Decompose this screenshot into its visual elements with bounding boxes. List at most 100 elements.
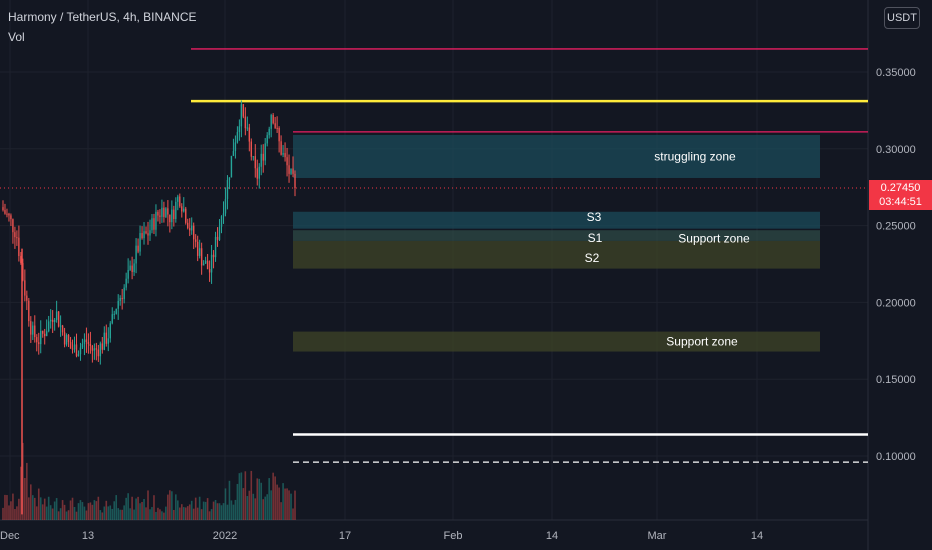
x-tick-label: 13 bbox=[82, 530, 94, 542]
candle-body bbox=[226, 179, 229, 200]
volume-bar bbox=[153, 495, 155, 520]
candle-body bbox=[260, 153, 262, 167]
annotation-label: S1 bbox=[588, 231, 603, 245]
volume-bar bbox=[272, 472, 274, 520]
volume-bar bbox=[101, 512, 104, 520]
volume-bar bbox=[16, 506, 18, 520]
volume-bar bbox=[230, 500, 233, 520]
volume-bar bbox=[51, 508, 54, 520]
volume-bar bbox=[73, 506, 76, 520]
candle-body bbox=[183, 208, 185, 212]
candle-body bbox=[119, 297, 121, 301]
volume-bar bbox=[47, 496, 50, 520]
candle-body bbox=[24, 280, 26, 296]
candle-body bbox=[105, 332, 107, 344]
candle-body bbox=[220, 216, 223, 227]
volume-bar bbox=[69, 500, 72, 520]
volume-bar bbox=[12, 493, 14, 520]
y-tick-label: 0.20000 bbox=[876, 297, 916, 309]
candle-body bbox=[274, 123, 276, 128]
x-tick-label: 17 bbox=[339, 530, 351, 542]
candle-body bbox=[167, 208, 169, 215]
candle-body bbox=[222, 213, 225, 217]
candle-body bbox=[75, 344, 78, 357]
candle-body bbox=[216, 236, 219, 240]
volume-bar bbox=[49, 505, 52, 520]
volume-bar bbox=[93, 500, 96, 520]
volume-bar bbox=[71, 497, 74, 520]
candle-body bbox=[127, 269, 129, 279]
zone-box bbox=[293, 134, 820, 178]
volume-bar bbox=[157, 507, 159, 520]
candle-body bbox=[95, 348, 98, 350]
volume-bar bbox=[81, 502, 84, 520]
candle-body bbox=[266, 135, 268, 144]
zone-label: struggling zone bbox=[654, 149, 736, 163]
candle-body bbox=[18, 237, 20, 257]
zone-box bbox=[293, 230, 820, 241]
bar-countdown: 03:44:51 bbox=[879, 196, 922, 208]
candle-body bbox=[230, 155, 233, 178]
volume-bar bbox=[111, 508, 114, 520]
volume-bar bbox=[31, 495, 34, 520]
volume-bar bbox=[182, 507, 185, 520]
volume-bar bbox=[33, 497, 36, 520]
volume-bar bbox=[55, 498, 58, 520]
candle-body bbox=[44, 333, 46, 337]
volume-bar bbox=[188, 504, 191, 520]
candle-body bbox=[228, 177, 231, 180]
volume-bar bbox=[107, 506, 110, 520]
volume-indicator-label[interactable]: Vol bbox=[8, 30, 25, 44]
candle-body bbox=[131, 265, 133, 272]
annotation-label: S2 bbox=[585, 251, 600, 265]
volume-bar bbox=[218, 503, 221, 520]
candle-body bbox=[288, 165, 290, 174]
annotation-label: S3 bbox=[587, 210, 602, 224]
volume-bar bbox=[167, 494, 169, 520]
candle-body bbox=[163, 207, 165, 217]
candle-body bbox=[32, 325, 34, 335]
candle-body bbox=[268, 128, 270, 136]
volume-bar bbox=[286, 488, 288, 520]
volume-bar bbox=[141, 501, 143, 520]
candle-body bbox=[85, 339, 88, 343]
candle-body bbox=[111, 314, 113, 324]
zone-box bbox=[293, 240, 820, 269]
volume-bar bbox=[232, 504, 235, 520]
volume-bar bbox=[26, 462, 28, 520]
candle-body bbox=[51, 319, 54, 322]
candle-body bbox=[91, 345, 94, 351]
volume-bar bbox=[163, 512, 165, 520]
volume-bar bbox=[135, 498, 137, 520]
volume-bar bbox=[91, 504, 94, 520]
volume-bar bbox=[228, 480, 231, 520]
candle-body bbox=[244, 116, 247, 129]
candle-body bbox=[254, 156, 256, 169]
volume-bar bbox=[169, 490, 171, 520]
volume-bar bbox=[87, 503, 90, 520]
candle-body bbox=[71, 348, 74, 350]
candle-body bbox=[252, 156, 254, 158]
currency-button[interactable]: USDT bbox=[884, 7, 920, 29]
volume-bar bbox=[35, 506, 38, 520]
volume-bar bbox=[85, 510, 88, 520]
candle-body bbox=[173, 209, 175, 219]
candle-body bbox=[185, 208, 187, 223]
candle-body bbox=[246, 127, 249, 129]
volume-bar bbox=[210, 509, 213, 520]
volume-bar bbox=[143, 499, 145, 520]
volume-bar bbox=[236, 483, 239, 520]
zone-box bbox=[293, 331, 820, 352]
candle-body bbox=[133, 263, 135, 272]
volume-bar bbox=[43, 498, 46, 520]
y-tick-label: 0.35000 bbox=[876, 67, 916, 79]
volume-bar bbox=[280, 502, 282, 520]
volume-bar bbox=[18, 498, 20, 520]
candle-body bbox=[47, 321, 50, 332]
volume-bar bbox=[123, 505, 125, 520]
candle-body bbox=[2, 207, 4, 211]
volume-bar bbox=[30, 484, 32, 520]
x-tick-label: Feb bbox=[444, 530, 463, 542]
volume-bar bbox=[262, 499, 265, 520]
